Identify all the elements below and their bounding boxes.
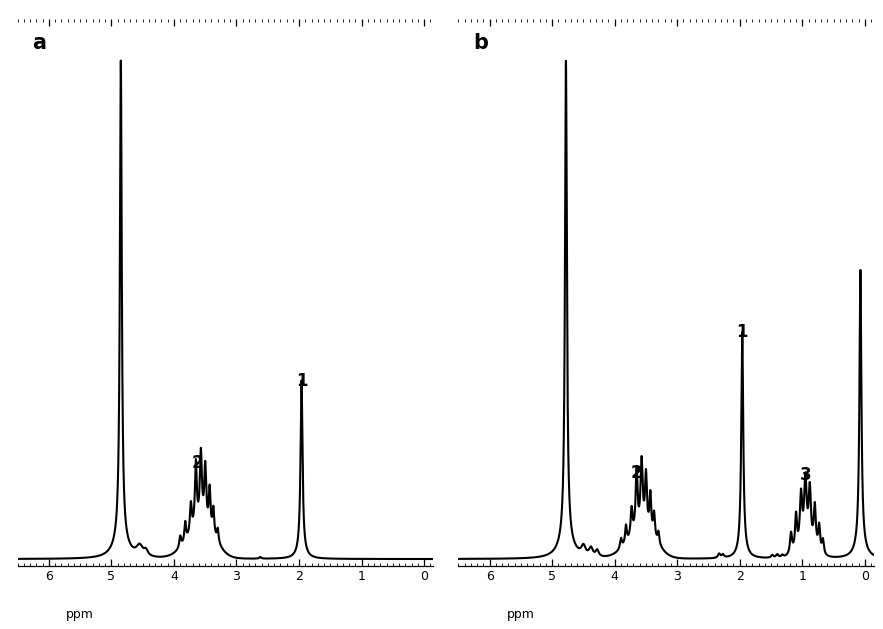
Text: 2: 2 (192, 454, 204, 472)
Text: 1: 1 (296, 372, 307, 390)
Text: 2: 2 (630, 464, 643, 482)
Text: b: b (473, 33, 488, 53)
Text: ppm: ppm (66, 608, 94, 621)
Text: 1: 1 (736, 323, 748, 341)
Text: a: a (32, 33, 46, 53)
Text: ppm: ppm (507, 608, 535, 621)
Text: 3: 3 (800, 466, 811, 484)
